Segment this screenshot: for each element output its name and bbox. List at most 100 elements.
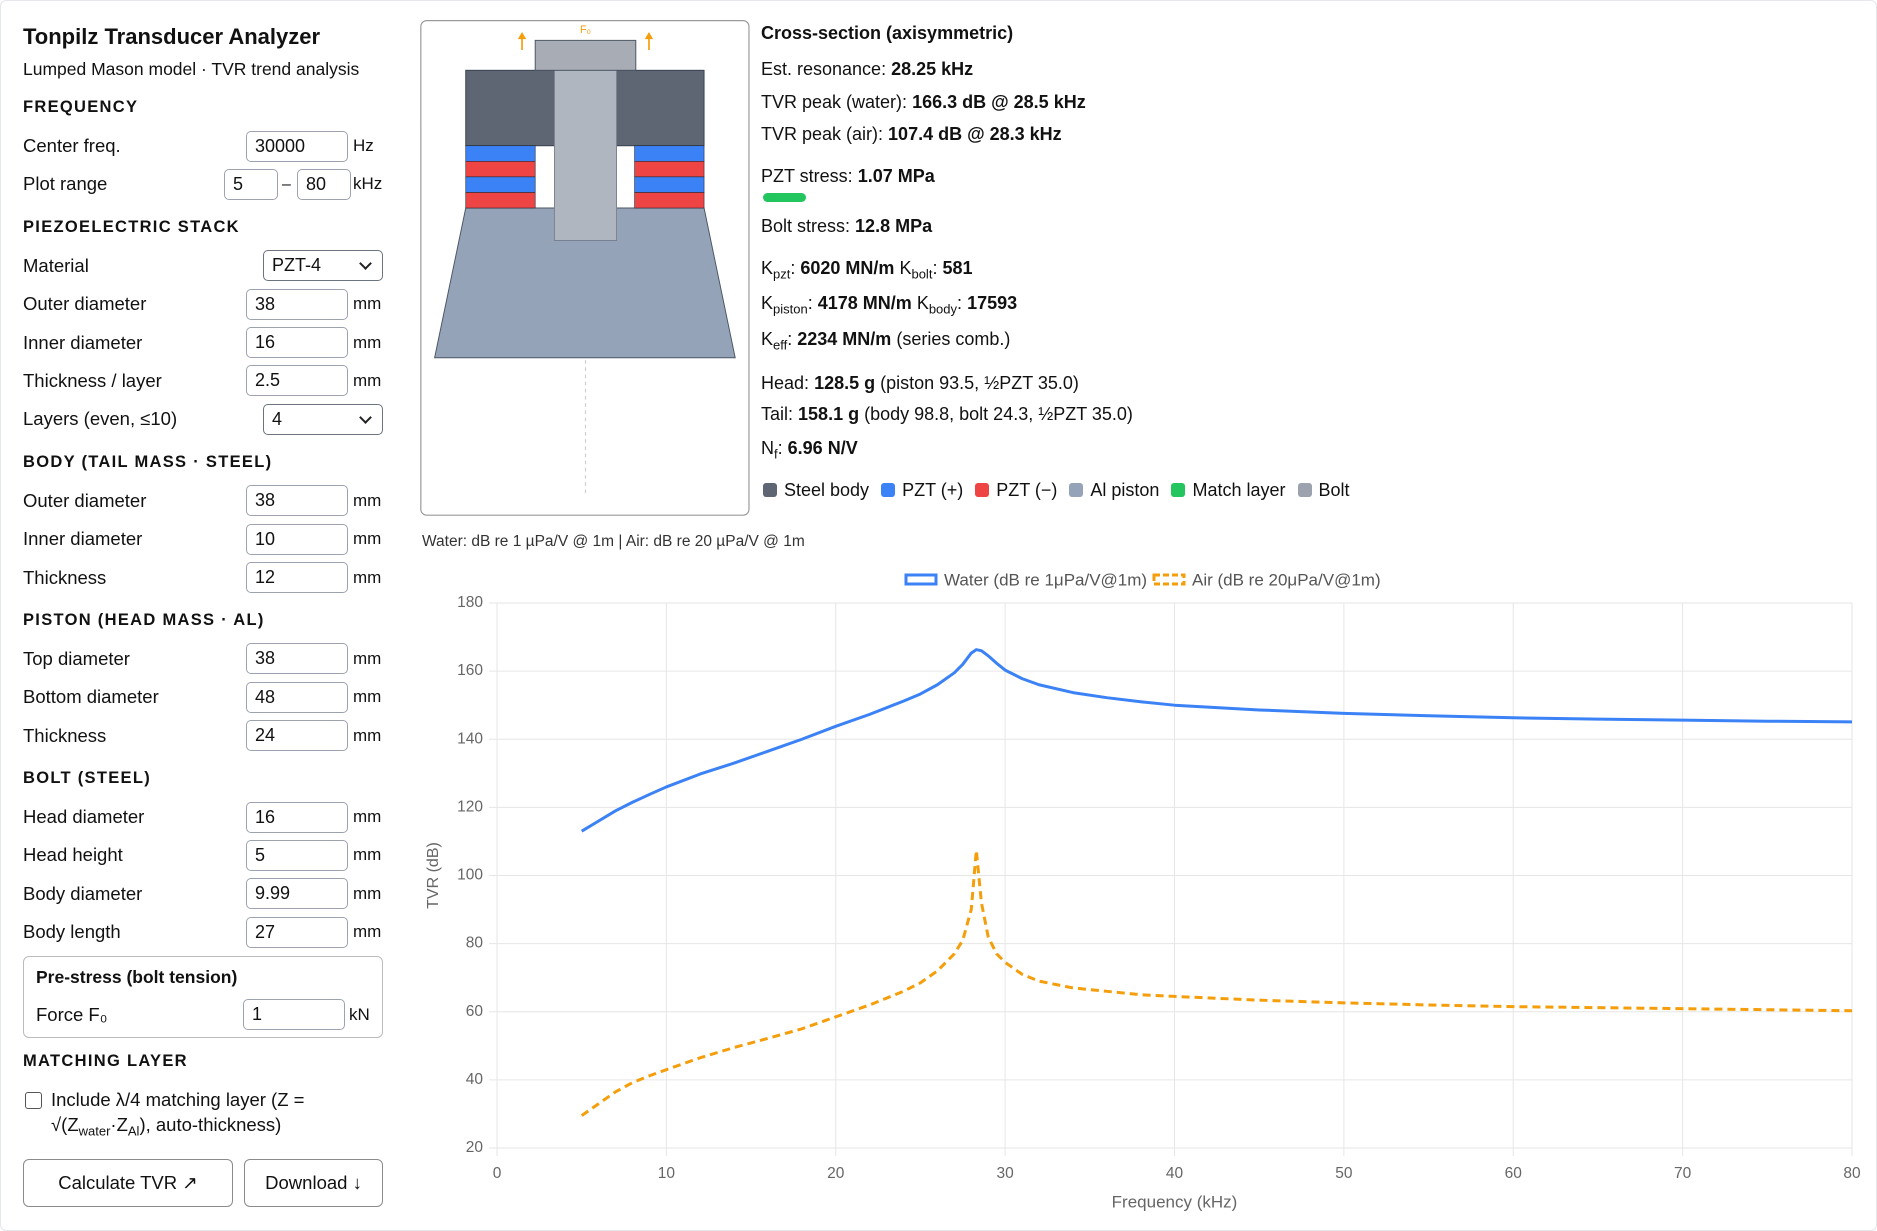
y-tick-label: 80: [466, 935, 484, 952]
info-colon: :: [790, 258, 796, 278]
input[interactable]: 9.99: [246, 878, 348, 910]
input[interactable]: 30000: [246, 130, 348, 162]
info-bolt-stress-value: 12.8 MPa: [855, 216, 933, 236]
y-tick-label: 60: [466, 1003, 484, 1020]
section-heading: BODY (TAIL MASS · STEEL): [23, 452, 273, 471]
field-label: Plot range: [23, 173, 108, 195]
input[interactable]: 16: [246, 801, 348, 833]
legend-label: Water (dB re 1μPa/V@1m): [944, 570, 1147, 589]
info-k-piston-symbol: K: [761, 293, 774, 313]
select[interactable]: 4: [263, 403, 383, 435]
input[interactable]: 12: [246, 562, 348, 594]
button[interactable]: Calculate TVR ↗: [23, 1159, 233, 1208]
legend-swatch: [881, 483, 896, 497]
info-k-eff-note: (series comb.): [896, 329, 1011, 349]
field-row: Body diameter 9.99 mm: [23, 875, 383, 913]
legend-item: PZT (+): [881, 477, 963, 503]
pzt-plus-layer: [634, 145, 705, 162]
unit: kHz: [353, 174, 383, 194]
unit: mm: [353, 294, 382, 314]
select-value: PZT-4: [272, 255, 322, 276]
legend-label: PZT (+): [902, 480, 964, 500]
info-bolt-stress: Bolt stress: 12.8 MPa: [761, 213, 932, 239]
x-tick-label: 0: [493, 1165, 502, 1182]
series-line: [580, 648, 1853, 833]
info-head: Head: 128.5 g (piston 93.5, ½PZT 35.0): [761, 370, 1079, 396]
pzt-plus-layer: [465, 145, 536, 162]
button-row: Calculate TVR ↗ Download ↓: [23, 1159, 383, 1208]
field-label: Body diameter: [23, 882, 143, 904]
legend-swatch: [1069, 483, 1084, 497]
info-k-pzt-sub: pzt: [773, 266, 791, 282]
field-row: Center freq. 30000 Hz: [23, 127, 383, 165]
prestress-box: Pre-stress (bolt tension) Force F₀ 1 kN: [23, 955, 383, 1039]
info-peak-water: TVR peak (water): 166.3 dB @ 28.5 kHz: [761, 89, 1086, 115]
pzt-minus-layer: [465, 192, 536, 209]
checkbox-label: Include λ/4 matching layer (Z = √(Zwater…: [51, 1087, 341, 1144]
info-k-pzt-symbol: K: [761, 258, 774, 278]
select-value: 4: [272, 408, 283, 429]
input[interactable]: 38: [246, 643, 348, 675]
info-pzt-stress-value: 1.07 MPa: [857, 166, 935, 186]
force-arrow-head: [517, 31, 527, 40]
info-k-body-symbol: K: [916, 293, 929, 313]
unit: mm: [353, 490, 382, 510]
select[interactable]: PZT-4: [263, 250, 383, 282]
legend-label: Al piston: [1090, 480, 1160, 500]
field-row: Body length 27 mm: [23, 913, 383, 951]
y-axis-label: TVR (dB): [425, 842, 442, 909]
info-colon: :: [807, 293, 813, 313]
input[interactable]: 2.5: [246, 365, 348, 397]
x-tick-label: 50: [1335, 1165, 1353, 1182]
info-resonance: Est. resonance: 28.25 kHz: [761, 56, 973, 82]
y-tick-label: 180: [457, 594, 483, 611]
field-row: Outer diameter 38 mm: [23, 285, 383, 323]
info-pzt-stress: PZT stress: 1.07 MPa: [761, 163, 935, 189]
field-row: Plot range 5–80 kHz: [23, 165, 383, 203]
input[interactable]: 5: [246, 839, 348, 871]
input[interactable]: 38: [246, 288, 348, 320]
field-row: Thickness 12 mm: [23, 559, 383, 597]
field-row: Head diameter 16 mm: [23, 798, 383, 836]
input[interactable]: 16: [246, 327, 348, 359]
field-row: Top diameter 38 mm: [23, 640, 383, 678]
field-label: Bottom diameter: [23, 686, 159, 708]
info-nf-sub: f: [774, 446, 778, 462]
field-label: Body length: [23, 921, 121, 943]
pzt-minus-layer: [634, 192, 705, 209]
info-colon: :: [957, 293, 963, 313]
info-k-eff-sub: eff: [773, 337, 788, 353]
label-part: ), auto-thickness): [139, 1114, 282, 1136]
y-tick-label: 140: [457, 730, 483, 747]
field-row: Inner diameter 16 mm: [23, 324, 383, 362]
input[interactable]: 24: [246, 720, 348, 752]
legend-swatch: [1152, 573, 1186, 586]
series-line: [580, 848, 1853, 1117]
legend-item: PZT (−): [975, 477, 1057, 503]
field-label: Thickness: [23, 566, 107, 588]
button[interactable]: Download ↓: [244, 1159, 383, 1208]
x-tick-label: 70: [1674, 1165, 1692, 1182]
input[interactable]: 38: [246, 485, 348, 517]
info-k-piston-sub: piston: [773, 301, 808, 317]
info-resonance-label: Est. resonance:: [761, 59, 887, 79]
input[interactable]: 5: [224, 168, 278, 200]
unit: mm: [353, 567, 382, 587]
info-head-label: Head:: [761, 373, 810, 393]
unit: mm: [353, 370, 382, 390]
info-k-body-value: 17593: [967, 293, 1018, 313]
input[interactable]: 48: [246, 681, 348, 713]
input[interactable]: 1: [243, 999, 345, 1031]
sidebar: Tonpilz Transducer Analyzer Lumped Mason …: [23, 22, 383, 1208]
input[interactable]: 10: [246, 523, 348, 555]
info-k-bolt-sub: bolt: [911, 266, 933, 282]
checkbox[interactable]: [25, 1092, 42, 1110]
input[interactable]: 80: [297, 168, 351, 200]
input[interactable]: 27: [246, 916, 348, 948]
info-colon: :: [932, 258, 938, 278]
field-label: Force F₀: [36, 1003, 108, 1025]
unit: kN: [349, 1004, 370, 1024]
bolt-head-shape: [534, 39, 637, 71]
chart-note: Water: dB re 1 µPa/V @ 1m | Air: dB re 2…: [422, 533, 805, 550]
